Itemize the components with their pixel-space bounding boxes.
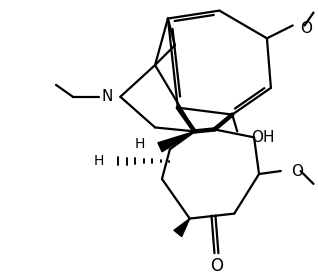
Text: O: O (301, 21, 313, 36)
Text: OH: OH (251, 130, 275, 145)
Text: H: H (135, 137, 145, 151)
Text: H: H (93, 154, 104, 168)
Text: O: O (210, 257, 223, 275)
Polygon shape (158, 131, 195, 152)
Polygon shape (174, 219, 190, 237)
Text: O: O (291, 163, 303, 178)
Text: N: N (102, 89, 113, 104)
